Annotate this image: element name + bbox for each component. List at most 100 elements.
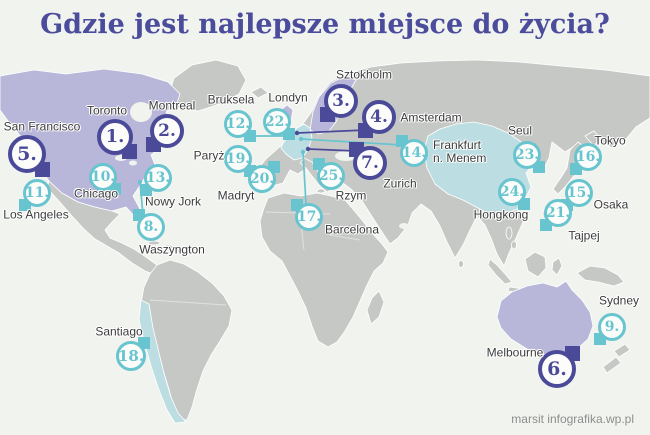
city-label-melbourne: Melbourne bbox=[486, 345, 544, 360]
pin-rank-number: 7. bbox=[361, 152, 379, 173]
city-pin-los-angeles: 11. bbox=[19, 179, 51, 211]
land-africa bbox=[259, 192, 389, 348]
city-label-tajpej: Tajpej bbox=[568, 228, 600, 243]
city-label-tokyo: Tokyo bbox=[594, 133, 626, 148]
pin-circle: 14. bbox=[400, 139, 428, 167]
city-label-san-francisco: San Francisco bbox=[3, 119, 81, 134]
city-label-sydney: Sydney bbox=[598, 293, 640, 308]
city-label-barcelona: Barcelona bbox=[324, 222, 380, 237]
pin-rank-number: 3. bbox=[332, 90, 350, 111]
pin-rank-number: 24. bbox=[499, 184, 525, 200]
land-caribbean bbox=[147, 240, 161, 246]
city-pin-sydney: 9. bbox=[594, 313, 626, 345]
land-chile bbox=[138, 299, 187, 424]
pin-circle: 1. bbox=[97, 119, 133, 155]
leader-line-barcelona bbox=[302, 151, 307, 205]
pin-rank-number: 16. bbox=[575, 149, 601, 165]
leader-line-zurich bbox=[307, 148, 357, 152]
persian-gulf bbox=[399, 223, 409, 229]
land-sri-lanka bbox=[458, 260, 464, 268]
leader-dot-zurich bbox=[305, 146, 311, 152]
pin-rank-number: 4. bbox=[370, 106, 388, 127]
pin-circle: 9. bbox=[598, 313, 626, 341]
pin-circle: 15. bbox=[565, 179, 593, 207]
city-pin-frankfurt-n-menem: 14. bbox=[396, 135, 428, 167]
city-label-zurich: Zurich bbox=[383, 176, 417, 191]
pin-circle: 6. bbox=[538, 350, 576, 388]
city-label-santiago: Santiago bbox=[95, 324, 143, 339]
city-label-bruksela: Bruksela bbox=[207, 92, 255, 107]
city-label-sztokholm: Sztokholm bbox=[335, 67, 393, 82]
leader-line-amsterdam bbox=[296, 129, 367, 134]
pin-rank-number: 2. bbox=[158, 120, 176, 141]
city-label-los-angeles: Los Angeles bbox=[3, 207, 69, 222]
pin-circle: 24. bbox=[498, 178, 526, 206]
city-pin-toronto: 1. bbox=[97, 119, 137, 159]
city-pin-chicago: 10. bbox=[89, 163, 121, 195]
city-label-osaka: Osaka bbox=[593, 197, 629, 212]
pin-circle: 22. bbox=[263, 108, 291, 136]
pin-rank-number: 14. bbox=[401, 145, 427, 161]
pin-rank-number: 10. bbox=[90, 169, 116, 185]
pin-rank-number: 17. bbox=[296, 209, 322, 225]
land-caribbean bbox=[176, 248, 186, 254]
pin-rank-number: 25. bbox=[318, 168, 344, 184]
land-borneo bbox=[524, 251, 547, 278]
pin-rank-number: 23. bbox=[514, 147, 540, 163]
city-label-chicago: Chicago bbox=[73, 186, 119, 201]
land-new-guinea bbox=[576, 265, 625, 287]
city-label-montreal: Montreal bbox=[148, 98, 196, 113]
land-madagascar bbox=[366, 290, 385, 325]
city-pin-zurich: 7. bbox=[349, 142, 387, 180]
city-pin-rzym: 25. bbox=[313, 158, 345, 190]
pin-circle: 2. bbox=[150, 114, 184, 148]
city-pin-nowy-jork: 13. bbox=[140, 164, 172, 196]
city-pin-bruksela: 12. bbox=[224, 110, 256, 142]
land-sicily bbox=[316, 188, 326, 194]
pin-circle: 10. bbox=[89, 163, 117, 191]
pin-circle: 4. bbox=[362, 100, 396, 134]
pin-rank-number: 5. bbox=[17, 142, 37, 165]
land-japan-hokkaido bbox=[584, 130, 601, 147]
pin-circle: 7. bbox=[353, 146, 387, 180]
pin-rank-number: 18. bbox=[117, 346, 145, 365]
city-label-hongkong: Hongkong bbox=[473, 207, 529, 222]
city-label-seul: Seul bbox=[507, 123, 533, 138]
border-line bbox=[149, 299, 227, 306]
land-sumatra bbox=[487, 258, 513, 285]
pin-circle: 16. bbox=[574, 143, 602, 171]
land-caribbean bbox=[162, 244, 174, 250]
city-label-waszyngton: Waszyngton bbox=[139, 242, 205, 257]
pin-rank-number: 20. bbox=[249, 171, 275, 187]
leader-lines bbox=[137, 129, 403, 216]
pin-circle: 3. bbox=[324, 84, 358, 118]
pin-rank-number: 11. bbox=[24, 185, 50, 201]
pin-circle: 18. bbox=[116, 341, 146, 371]
pin-circle: 5. bbox=[8, 135, 46, 173]
pin-rank-number: 21. bbox=[545, 205, 571, 221]
pin-circle: 21. bbox=[544, 199, 572, 227]
city-label-pary: Paryż bbox=[193, 148, 225, 163]
pin-rank-number: 15. bbox=[566, 185, 592, 201]
city-pin-santiago: 18. bbox=[116, 337, 150, 371]
pin-rank-number: 6. bbox=[547, 357, 567, 380]
city-pin-montreal: 2. bbox=[146, 114, 184, 152]
city-pin-barcelona: 17. bbox=[291, 199, 323, 231]
leader-dot-frankfurt-n-menem bbox=[298, 136, 304, 142]
pin-circle: 13. bbox=[144, 164, 172, 192]
city-label-madryt: Madryt bbox=[217, 188, 255, 203]
city-pin-hongkong: 24. bbox=[498, 178, 530, 210]
city-pin-waszyngton: 8. bbox=[133, 209, 165, 241]
pin-rank-number: 1. bbox=[105, 126, 125, 147]
page-title: Gdzie jest najlepsze miejsce do życia? bbox=[40, 9, 610, 40]
pin-circle: 23. bbox=[513, 141, 541, 169]
land-greenland bbox=[167, 59, 247, 112]
city-pin-melbourne: 6. bbox=[538, 346, 580, 388]
credit-text: marsit infografika.wp.pl bbox=[511, 412, 634, 426]
pin-circle: 25. bbox=[317, 162, 345, 190]
city-label-amsterdam: Amsterdam bbox=[400, 110, 462, 125]
leader-dot-waszyngton bbox=[137, 179, 143, 185]
land-new-zealand bbox=[602, 343, 631, 374]
leader-dot-barcelona bbox=[300, 149, 306, 155]
